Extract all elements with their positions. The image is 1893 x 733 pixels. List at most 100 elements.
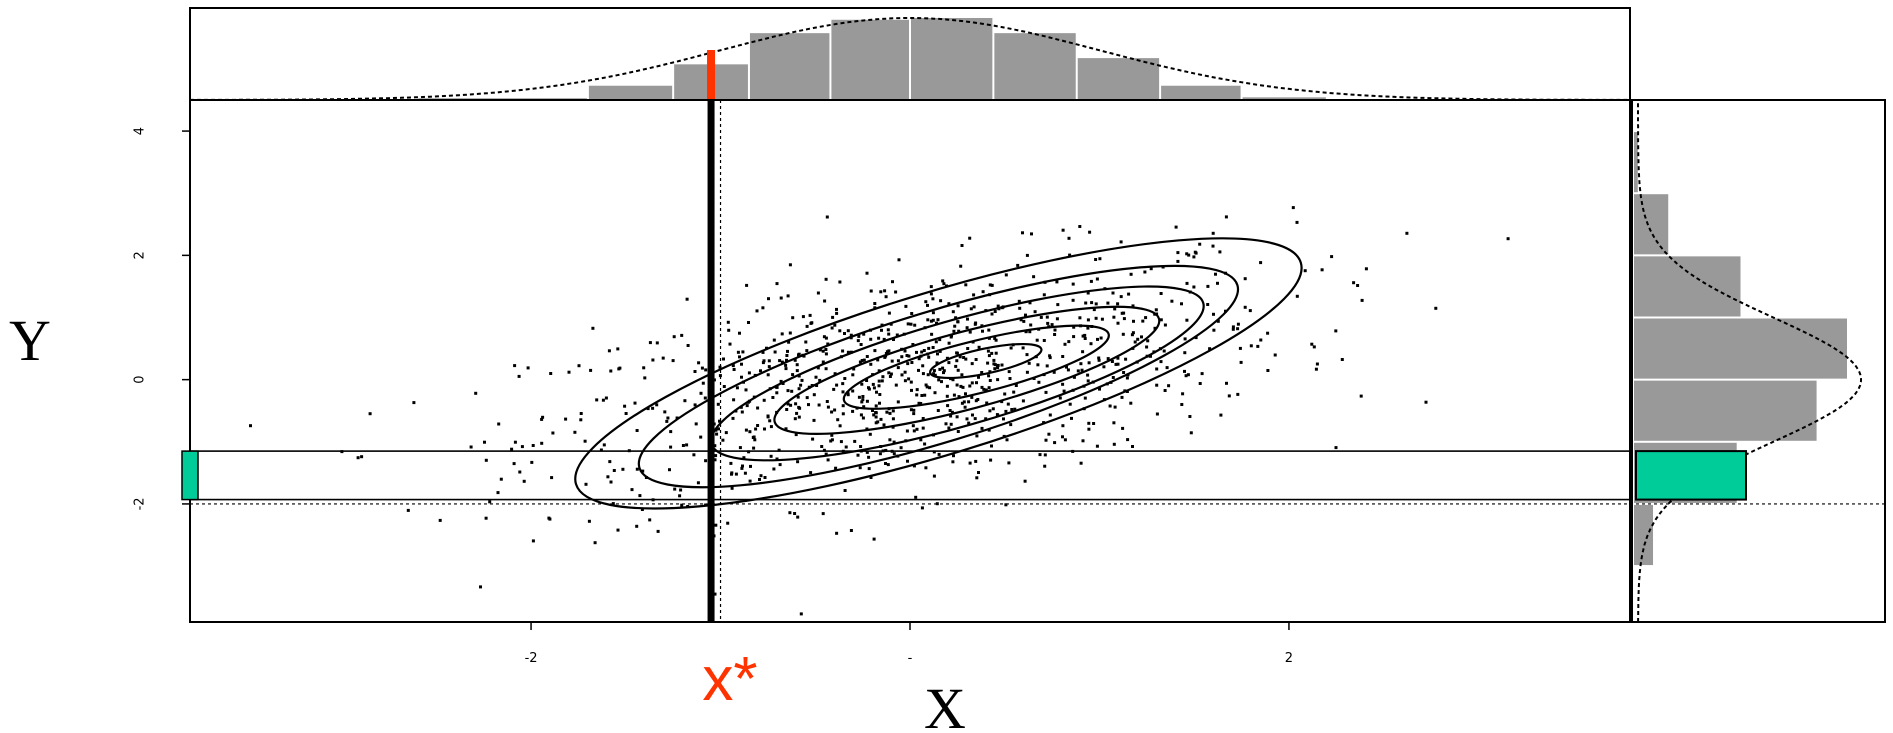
scatter-point [778, 359, 782, 363]
scatter-point [949, 335, 953, 339]
scatter-point [727, 328, 731, 332]
scatter-point [1098, 257, 1102, 261]
scatter-point [846, 329, 850, 333]
scatter-point [947, 341, 951, 345]
scatter-point [860, 382, 864, 386]
scatter-point [936, 352, 939, 356]
scatter-point [609, 369, 613, 373]
scatter-point [957, 329, 961, 333]
top-hist-bar [1077, 58, 1160, 100]
scatter-point [412, 401, 416, 405]
scatter-point [1259, 338, 1263, 342]
scatter-point [892, 338, 895, 341]
scatter-point [867, 467, 871, 471]
scatter-point [1098, 387, 1101, 391]
scatter-point [960, 401, 964, 405]
scatter-point [1181, 392, 1185, 396]
scatter-point [927, 355, 931, 359]
scatter-point [1004, 503, 1008, 507]
scatter-point [759, 369, 762, 373]
scatter-point [762, 398, 766, 402]
scatter-point [738, 331, 741, 335]
scatter-point [531, 539, 535, 543]
scatter-point [1053, 328, 1057, 332]
scatter-point [830, 438, 834, 442]
scatter-point [1078, 225, 1082, 228]
scatter-point [1081, 334, 1085, 338]
scatter-point [959, 384, 963, 388]
scatter-point [924, 466, 928, 470]
scatter-point [1048, 413, 1052, 417]
scatter-point [821, 349, 825, 353]
scatter-point [775, 457, 779, 461]
scatter-point [438, 518, 442, 522]
scatter-point [1239, 360, 1243, 364]
scatter-point [1405, 231, 1409, 235]
scatter-point [1025, 253, 1029, 257]
scatter-point [865, 427, 869, 431]
scatter-point [1131, 445, 1134, 448]
scatter-point [977, 375, 980, 379]
top-hist-bar [1161, 85, 1241, 100]
scatter-point [949, 422, 953, 426]
scatter-point [1010, 408, 1014, 411]
scatter-point [924, 300, 928, 304]
scatter-point [1111, 291, 1115, 295]
scatter-point [838, 280, 842, 284]
scatter-point [947, 302, 951, 306]
scatter-point [1155, 367, 1159, 371]
scatter-point [906, 322, 910, 326]
scatter-point [591, 326, 595, 330]
scatter-point [987, 328, 991, 332]
scatter-point [1053, 441, 1057, 445]
scatter-point [474, 391, 478, 395]
scatter-point [1140, 335, 1143, 339]
scatter-point [923, 442, 927, 446]
scatter-point [805, 324, 809, 328]
scatter-point [964, 283, 968, 287]
scatter-point [989, 458, 993, 462]
scatter-point [834, 466, 838, 470]
scatter-point [1086, 373, 1090, 377]
scatter-point [808, 313, 812, 317]
main-panel-frame [189, 99, 1631, 623]
scatter-point [763, 427, 766, 431]
contour-line [709, 285, 1205, 462]
scatter-point [910, 312, 914, 315]
scatter-point [932, 372, 936, 376]
scatter-point [685, 443, 689, 447]
scatter-point [679, 488, 683, 492]
scatter-point [1231, 327, 1235, 331]
scatter-point [1066, 368, 1070, 372]
scatter-point [849, 529, 853, 532]
scatter-point [680, 333, 684, 337]
scatter-point [862, 332, 866, 336]
scatter-point [1192, 285, 1196, 289]
scatter-point [954, 364, 958, 368]
scatter-point [759, 474, 763, 478]
scatter-point [780, 332, 784, 336]
scatter-point [681, 444, 685, 447]
scatter-point [672, 335, 676, 339]
scatter-point [686, 344, 690, 347]
scatter-point [947, 361, 951, 365]
scatter-point [1058, 396, 1062, 400]
scatter-point [1225, 381, 1228, 385]
scatter-point [973, 322, 977, 326]
scatter-point [1097, 356, 1101, 360]
scatter-point [1360, 298, 1364, 302]
scatter-point [1083, 396, 1087, 400]
top-marginal-histogram [189, 7, 1631, 101]
scatter-point [909, 408, 913, 412]
scatter-point [1028, 330, 1032, 334]
scatter-point [1021, 231, 1024, 235]
scatter-point [1116, 362, 1120, 366]
scatter-point [921, 364, 925, 368]
scatter-point [699, 435, 703, 439]
scatter-point [931, 297, 935, 301]
scatter-point [937, 452, 941, 456]
scatter-point [896, 366, 900, 370]
scatter-point [877, 384, 881, 388]
scatter-point [673, 487, 677, 491]
